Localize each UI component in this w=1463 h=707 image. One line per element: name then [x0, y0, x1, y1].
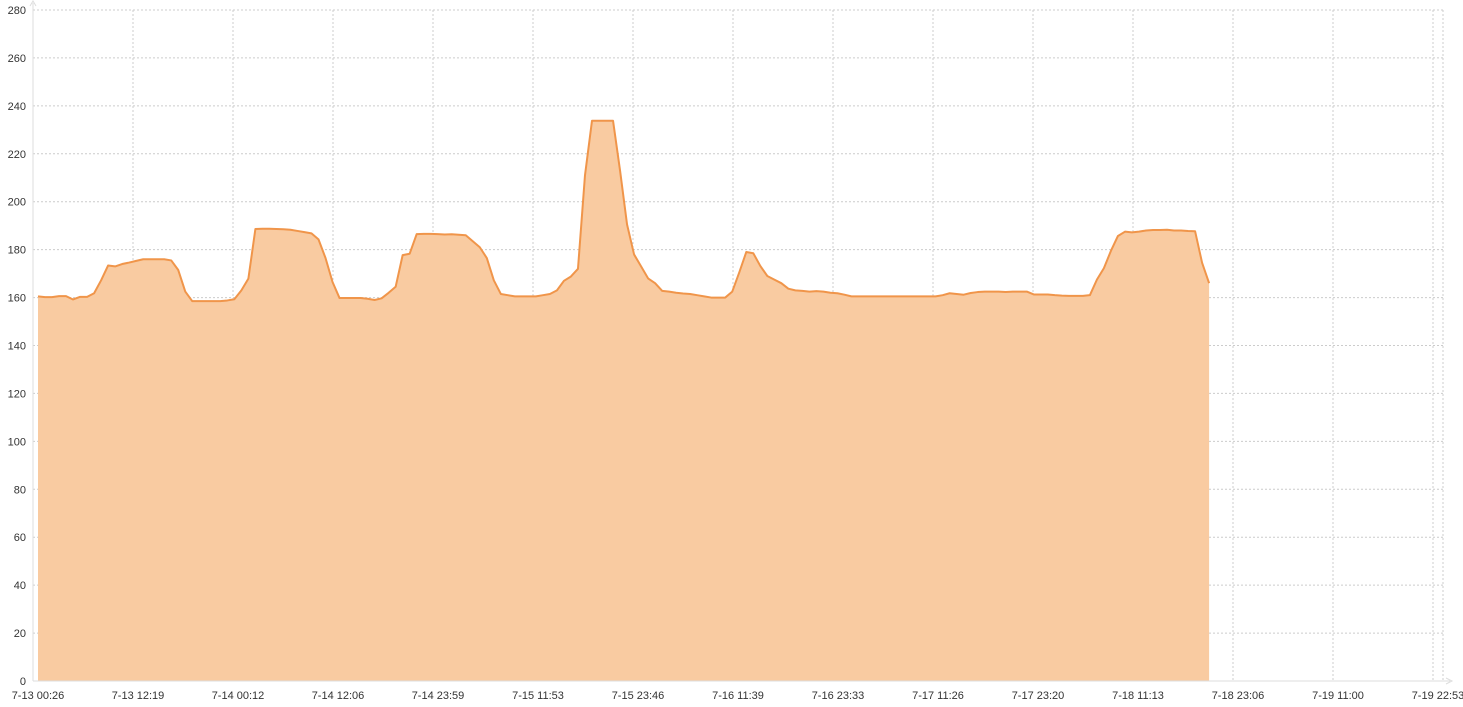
- y-tick-label: 240: [8, 101, 26, 113]
- axes: [29, 0, 1454, 685]
- y-tick-label: 20: [14, 628, 26, 640]
- x-tick-label: 7-16 23:33: [812, 690, 865, 702]
- y-tick-label: 0: [20, 676, 26, 688]
- y-tick-label: 140: [8, 341, 26, 353]
- y-tick-label: 60: [14, 532, 26, 544]
- x-tick-label: 7-14 00:12: [212, 690, 265, 702]
- x-tick-label: 7-18 23:06: [1212, 690, 1265, 702]
- x-tick-label: 7-14 12:06: [312, 690, 365, 702]
- y-tick-label: 100: [8, 436, 26, 448]
- x-tick-label: 7-19 11:00: [1312, 690, 1364, 702]
- x-tick-label: 7-14 23:59: [412, 690, 465, 702]
- x-tick-label: 7-16 11:39: [712, 690, 764, 702]
- y-tick-label: 40: [14, 580, 26, 592]
- x-tick-label: 7-17 23:20: [1012, 690, 1065, 702]
- x-tick-label: 7-15 23:46: [612, 690, 665, 702]
- x-tick-label: 7-15 11:53: [512, 690, 564, 702]
- plot-area: [37, 119, 1211, 681]
- y-tick-label: 80: [14, 484, 26, 496]
- x-tick-label: 7-18 11:13: [1112, 690, 1164, 702]
- y-tick-label: 280: [8, 5, 26, 17]
- y-tick-label: 260: [8, 53, 26, 65]
- y-tick-label: 180: [8, 245, 26, 257]
- x-axis-tick-labels: 7-13 00:26 7-13 12:19 7-14 00:12 7-14 12:06…: [12, 690, 1463, 702]
- y-tick-label: 200: [8, 197, 26, 209]
- y-axis-tick-labels: 0 20 40 60 80 100 120 140 160 180 200 220 240 260 280: [8, 5, 26, 688]
- x-tick-label: 7-13 00:26: [12, 690, 65, 702]
- y-tick-label: 220: [8, 149, 26, 161]
- series-area-fill: [38, 120, 1210, 681]
- x-axis-arrow: [1445, 677, 1454, 685]
- y-tick-label: 120: [8, 388, 26, 400]
- x-tick-label: 7-19 22:53: [1412, 690, 1463, 702]
- y-axis-arrow: [29, 0, 37, 7]
- x-tick-label: 7-13 12:19: [112, 690, 165, 702]
- y-tick-label: 160: [8, 293, 26, 305]
- x-tick-label: 7-17 11:26: [912, 690, 964, 702]
- series-line: [37, 119, 1211, 303]
